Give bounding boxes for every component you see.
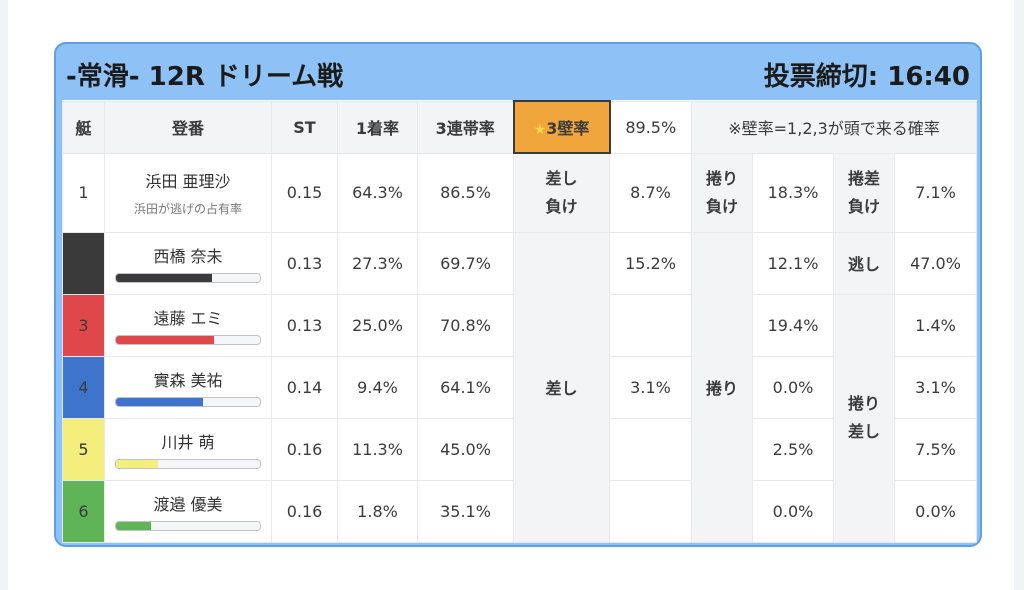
- k3-value: 47.0%: [894, 231, 977, 295]
- share-bar: [115, 459, 261, 469]
- table-row: 5 川井 萌 0.16 11.3% 45.0% 2.5% 7.5%: [62, 417, 977, 481]
- share-bar: [115, 335, 261, 345]
- racer-cell: 川井 萌: [104, 417, 272, 481]
- makuri-label: 捲り: [691, 231, 753, 543]
- win1-value: 11.3%: [337, 417, 418, 481]
- race-stats-card: -常滑- 12R ドリーム戦 投票締切: 16:40 艇 登番 ST 1着率 3…: [54, 42, 982, 547]
- st-value: 0.16: [271, 417, 338, 481]
- st-value: 0.13: [271, 293, 338, 357]
- sashi-label: 差し: [513, 231, 610, 543]
- sashi-value: 15.2%: [609, 231, 692, 295]
- top3-value: 35.1%: [417, 479, 514, 543]
- sashi-value: [609, 293, 692, 357]
- table-header-row: 艇 登番 ST 1着率 3連帯率 ★3壁率 89.5% ※壁率=1,2,3が頭で…: [62, 100, 977, 154]
- frame-number: 5: [62, 417, 105, 481]
- wall-rate-button[interactable]: ★3壁率: [512, 100, 611, 154]
- page-background: -常滑- 12R ドリーム戦 投票締切: 16:40 艇 登番 ST 1着率 3…: [8, 0, 1014, 590]
- makuri-lose-value: 18.3%: [752, 152, 834, 233]
- makuri-value: 0.0%: [752, 355, 834, 419]
- share-bar-fill: [116, 522, 151, 530]
- sashi-lose-label: 差し 負け: [513, 152, 610, 233]
- win1-value: 1.8%: [337, 479, 418, 543]
- col-win1-header: 1着率: [337, 100, 418, 154]
- makuri-value: 2.5%: [752, 417, 834, 481]
- win1-value: 27.3%: [337, 231, 418, 295]
- racer-cell: 渡邉 優美: [104, 479, 272, 543]
- st-value: 0.15: [271, 152, 338, 233]
- card-header: -常滑- 12R ドリーム戦 投票締切: 16:40: [56, 44, 980, 100]
- col-st-header: ST: [271, 100, 338, 154]
- k3-value: 1.4%: [894, 293, 977, 357]
- share-bar: [115, 397, 261, 407]
- wall-rate-label: 3壁率: [546, 119, 590, 138]
- racer-cell: 實森 美祐: [104, 355, 272, 419]
- table-row: 6 渡邉 優美 0.16 1.8% 35.1% 0.0% 0.0%: [62, 479, 977, 543]
- share-bar: [115, 521, 261, 531]
- nige-label: 逃し: [833, 231, 895, 295]
- top3-value: 86.5%: [417, 152, 514, 233]
- racer-name: 川井 萌: [161, 433, 215, 452]
- makuri-value: 12.1%: [752, 231, 834, 295]
- table-row: 3 遠藤 エミ 0.13 25.0% 70.8% 19.4% 捲り 差し 1.4%: [62, 293, 977, 543]
- st-value: 0.13: [271, 231, 338, 295]
- sashi-value: [609, 417, 692, 481]
- frame-number: 6: [62, 479, 105, 543]
- win1-value: 25.0%: [337, 293, 418, 357]
- share-bar-fill: [116, 398, 204, 406]
- racer-name: 實森 美祐: [153, 371, 223, 390]
- top3-value: 69.7%: [417, 231, 514, 295]
- share-bar-fill: [116, 460, 158, 468]
- table-row: 1 浜田 亜理沙 浜田が逃げの占有率 0.15 64.3% 86.5% 差し 負け…: [62, 152, 977, 233]
- makuri-lose-label: 捲り 負け: [691, 152, 753, 233]
- sashi-value: [609, 479, 692, 543]
- racer-cell: 西橋 奈未: [104, 231, 272, 295]
- makuri-value: 0.0%: [752, 479, 834, 543]
- racer-name: 遠藤 エミ: [153, 309, 223, 328]
- wall-rate-value: 89.5%: [609, 100, 692, 154]
- col-top3-header: 3連帯率: [417, 100, 514, 154]
- wall-rate-note: ※壁率=1,2,3が頭で来る確率: [691, 100, 977, 154]
- makurisashi-label: 捲り 差し: [833, 293, 895, 543]
- frame-number: 1: [62, 152, 105, 233]
- makuri-value: 19.4%: [752, 293, 834, 357]
- top3-value: 70.8%: [417, 293, 514, 357]
- escape-share-note: 浜田が逃げの占有率: [133, 202, 242, 216]
- share-bar-fill: [116, 336, 214, 344]
- makurisashi-lose-value: 7.1%: [894, 152, 977, 233]
- sashi-lose-value: 8.7%: [609, 152, 692, 233]
- share-bar: [115, 273, 261, 283]
- col-name-header: 登番: [104, 100, 272, 154]
- top3-value: 45.0%: [417, 417, 514, 481]
- racer-name: 浜田 亜理沙: [145, 172, 231, 191]
- race-title: -常滑- 12R ドリーム戦: [66, 62, 344, 92]
- frame-number: 2: [62, 231, 105, 295]
- racer-name: 西橋 奈未: [153, 247, 223, 266]
- win1-value: 9.4%: [337, 355, 418, 419]
- racer-cell: 遠藤 エミ: [104, 293, 272, 357]
- top3-value: 64.1%: [417, 355, 514, 419]
- st-value: 0.16: [271, 479, 338, 543]
- table-row: 4 實森 美祐 0.14 9.4% 64.1% 3.1% 0.0% 3.1%: [62, 355, 977, 419]
- racer-name: 渡邉 優美: [153, 495, 223, 514]
- star-icon: ★: [533, 122, 547, 138]
- share-bar-fill: [116, 274, 212, 282]
- frame-number: 4: [62, 355, 105, 419]
- win1-value: 64.3%: [337, 152, 418, 233]
- k3-value: 7.5%: [894, 417, 977, 481]
- makurisashi-lose-label: 捲差 負け: [833, 152, 895, 233]
- frame-number: 3: [62, 293, 105, 357]
- vote-deadline: 投票締切: 16:40: [763, 62, 970, 92]
- sashi-value: 3.1%: [609, 355, 692, 419]
- col-frame-header: 艇: [62, 100, 105, 154]
- st-value: 0.14: [271, 355, 338, 419]
- stats-table: 艇 登番 ST 1着率 3連帯率 ★3壁率 89.5% ※壁率=1,2,3が頭で…: [62, 100, 977, 543]
- table-row: 2 西橋 奈未 0.13 27.3% 69.7% 差し 15.2% 捲り 12.…: [62, 231, 977, 543]
- k3-value: 0.0%: [894, 479, 977, 543]
- racer-cell: 浜田 亜理沙 浜田が逃げの占有率: [104, 152, 272, 233]
- k3-value: 3.1%: [894, 355, 977, 419]
